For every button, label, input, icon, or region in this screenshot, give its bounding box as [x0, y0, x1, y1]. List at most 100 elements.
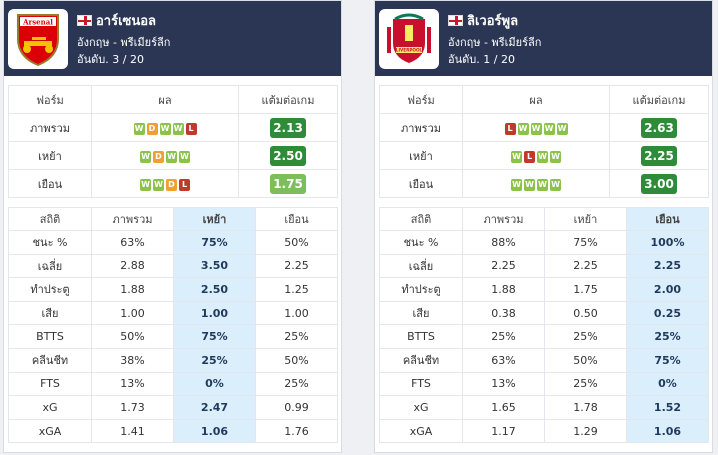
stat-header: สถิติ [379, 207, 463, 231]
stat-label: ชนะ % [379, 230, 463, 255]
stat-away: 1.52 [626, 395, 709, 420]
ppg-badge: 2.63 [641, 117, 677, 138]
stat-row: xG 1.73 2.47 0.99 [8, 395, 338, 420]
stat-away: 50% [255, 347, 338, 373]
form-row-label: เยือน [379, 169, 463, 198]
result-win-badge: W [166, 150, 177, 163]
result-win-badge: W [133, 122, 145, 135]
result-win-badge: W [511, 178, 522, 191]
stat-away: 1.00 [255, 300, 338, 326]
stat-label: xGA [8, 418, 92, 444]
arsenal-crest-icon[interactable]: Arsenal [8, 9, 68, 69]
ppg-badge: 1.75 [270, 173, 306, 194]
result-draw-badge: D [146, 122, 158, 135]
liverpool-crest-icon[interactable]: LIVERPOOL [379, 9, 439, 69]
stat-label: ทำประตู [379, 277, 463, 302]
result-header: ผล [91, 85, 239, 114]
stat-overall: 13% [462, 371, 545, 397]
league-name[interactable]: อังกฤษ - พรีเมียร์ลีก [77, 36, 171, 49]
stat-home: 25% [173, 347, 256, 373]
stat-home: 2.47 [173, 395, 256, 420]
overall-header: ภาพรวม [91, 207, 174, 231]
stat-row: FTS 13% 25% 0% [379, 371, 709, 397]
home-header: เหย้า [544, 207, 627, 231]
stat-home: 1.06 [173, 418, 256, 444]
team-name[interactable]: ลิเวอร์พูล [467, 13, 519, 29]
stats-table: สถิติ ภาพรวม เหย้า เยือน ชนะ % 63% 75% 50% เ… [8, 207, 338, 444]
result-win-badge: W [530, 122, 542, 135]
ppg-badge: 2.50 [270, 145, 306, 166]
england-flag-icon [448, 14, 463, 26]
result-loss-badge: L [524, 150, 535, 163]
stat-overall: 50% [91, 324, 174, 349]
stat-home: 25% [544, 324, 627, 349]
result-win-badge: W [179, 150, 190, 163]
stat-home: 0% [173, 371, 256, 397]
stat-overall: 25% [462, 324, 545, 349]
stat-row: ทำประตู 1.88 1.75 2.00 [379, 277, 709, 302]
stat-home: 75% [173, 324, 256, 349]
result-win-badge: W [140, 178, 151, 191]
form-row-label: เหย้า [8, 141, 92, 170]
result-win-badge: W [524, 178, 535, 191]
result-win-badge: W [556, 122, 568, 135]
stat-home: 50% [544, 347, 627, 373]
stat-away: 100% [626, 230, 709, 255]
result-win-badge: W [537, 150, 548, 163]
stat-home: 1.75 [544, 277, 627, 302]
stat-overall: 1.88 [462, 277, 545, 302]
stat-row: BTTS 50% 75% 25% [8, 324, 338, 349]
stat-overall: 1.65 [462, 395, 545, 420]
ppg-badge: 2.25 [641, 145, 677, 166]
stat-label: คลีนชีท [8, 347, 92, 373]
stat-away: 0% [626, 371, 709, 397]
stat-away: 1.25 [255, 277, 338, 302]
stat-label: ทำประตู [8, 277, 92, 302]
result-win-badge: W [153, 178, 164, 191]
stat-away: 1.76 [255, 418, 338, 444]
result-win-badge: W [543, 122, 555, 135]
england-flag-icon [77, 14, 92, 26]
stat-home: 25% [544, 371, 627, 397]
result-win-badge: W [140, 150, 151, 163]
team-name[interactable]: อาร์เซนอล [96, 13, 157, 29]
stat-label: เสีย [379, 300, 463, 326]
result-draw-badge: D [153, 150, 164, 163]
logo-text: Arsenal [22, 18, 53, 27]
stat-row: BTTS 25% 25% 25% [379, 324, 709, 349]
stat-away: 2.00 [626, 277, 709, 302]
stat-overall: 63% [462, 347, 545, 373]
stat-home: 1.78 [544, 395, 627, 420]
stat-label: xG [379, 395, 463, 420]
league-name[interactable]: อังกฤษ - พรีเมียร์ลีก [448, 36, 542, 49]
stat-overall: 1.41 [91, 418, 174, 444]
stat-label: BTTS [379, 324, 463, 349]
result-header: ผล [462, 85, 610, 114]
result-draw-badge: D [166, 178, 177, 191]
stat-home: 3.50 [173, 253, 256, 279]
stat-overall: 0.38 [462, 300, 545, 326]
stat-label: เสีย [8, 300, 92, 326]
stat-away: 2.25 [255, 253, 338, 279]
stat-home: 1.00 [173, 300, 256, 326]
stat-label: FTS [379, 371, 463, 397]
stat-label: ชนะ % [8, 230, 92, 255]
stat-header: สถิติ [8, 207, 92, 231]
form-header: ฟอร์ม [379, 85, 463, 114]
result-win-badge: W [159, 122, 171, 135]
league-rank: อันดับ. 3 / 20 [77, 53, 144, 66]
form-row-label: ภาพรวม [8, 113, 92, 142]
form-row-label: ภาพรวม [379, 113, 463, 142]
stat-away: 0.25 [626, 300, 709, 326]
stat-overall: 1.73 [91, 395, 174, 420]
ppg-header: แต้มต่อเกม [609, 85, 709, 114]
form-row-label: เหย้า [379, 141, 463, 170]
result-win-badge: W [172, 122, 184, 135]
stat-overall: 2.25 [462, 253, 545, 279]
